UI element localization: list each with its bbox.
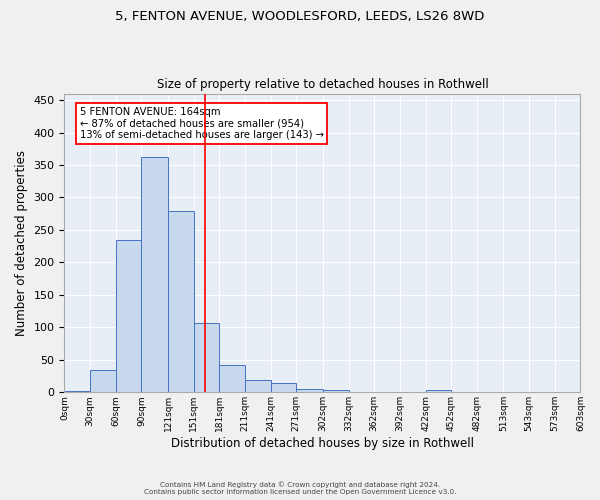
- Text: 5 FENTON AVENUE: 164sqm
← 87% of detached houses are smaller (954)
13% of semi-d: 5 FENTON AVENUE: 164sqm ← 87% of detache…: [80, 107, 324, 140]
- Bar: [220, 365, 245, 392]
- Bar: [64, 391, 90, 392]
- Bar: [323, 390, 349, 392]
- Bar: [425, 390, 451, 392]
- Bar: [116, 240, 142, 392]
- Bar: [296, 389, 323, 392]
- Bar: [271, 383, 296, 392]
- Y-axis label: Number of detached properties: Number of detached properties: [15, 150, 28, 336]
- Text: Contains HM Land Registry data © Crown copyright and database right 2024.
Contai: Contains HM Land Registry data © Crown c…: [144, 482, 456, 495]
- X-axis label: Distribution of detached houses by size in Rothwell: Distribution of detached houses by size …: [171, 437, 474, 450]
- Text: 5, FENTON AVENUE, WOODLESFORD, LEEDS, LS26 8WD: 5, FENTON AVENUE, WOODLESFORD, LEEDS, LS…: [115, 10, 485, 23]
- Title: Size of property relative to detached houses in Rothwell: Size of property relative to detached ho…: [157, 78, 488, 91]
- Bar: [142, 157, 168, 392]
- Bar: [194, 324, 220, 392]
- Bar: [245, 380, 271, 392]
- Bar: [168, 211, 194, 392]
- Bar: [90, 370, 116, 392]
